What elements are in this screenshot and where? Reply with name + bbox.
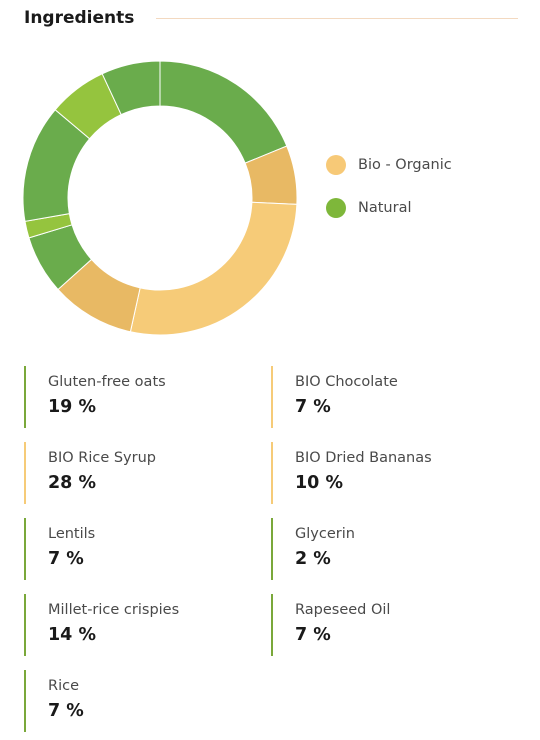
ingredient-name: BIO Chocolate: [295, 374, 398, 390]
legend-swatch-organic: [326, 155, 346, 175]
legend-label-natural: Natural: [358, 200, 412, 216]
ingredient-percent: 2 %: [295, 549, 331, 569]
section-header: Ingredients: [24, 5, 518, 31]
legend-label-organic: Bio - Organic: [358, 157, 452, 173]
ingredient-lentils: Lentils 7 %: [24, 518, 244, 580]
ingredient-percent: 7 %: [295, 397, 331, 417]
ingredient-name: Gluten-free oats: [48, 374, 166, 390]
ingredient-name: BIO Dried Bananas: [295, 450, 432, 466]
ingredient-millet-rice-crispies: Millet-rice crispies 14 %: [24, 594, 244, 656]
ingredient-name: Rapeseed Oil: [295, 602, 391, 618]
donut-slice-bio-rice-syrup[interactable]: [129, 201, 298, 336]
ingredient-percent: 28 %: [48, 473, 96, 493]
ingredient-rapeseed-oil: Rapeseed Oil 7 %: [271, 594, 491, 656]
ingredient-percent: 19 %: [48, 397, 96, 417]
ingredient-gluten-free-oats: Gluten-free oats 19 %: [24, 366, 244, 428]
ingredient-rice: Rice 7 %: [24, 670, 244, 732]
ingredient-name: Rice: [48, 678, 79, 694]
ingredient-percent: 10 %: [295, 473, 343, 493]
ingredient-bio-dried-bananas: BIO Dried Bananas 10 %: [271, 442, 491, 504]
ingredient-name: Millet-rice crispies: [48, 602, 180, 618]
legend-item-natural[interactable]: Natural: [326, 196, 452, 220]
legend-item-organic[interactable]: Bio - Organic: [326, 153, 452, 177]
donut-slice-gluten-free-oats[interactable]: [159, 60, 288, 164]
section-title: Ingredients: [24, 8, 135, 28]
donut-slice-rice[interactable]: [101, 60, 161, 116]
chart-legend: Bio - Organic Natural: [326, 153, 452, 239]
ingredient-glycerin: Glycerin 2 %: [271, 518, 491, 580]
ingredient-name: Glycerin: [295, 526, 355, 542]
ingredient-name: BIO Rice Syrup: [48, 450, 156, 466]
header-divider: [156, 17, 518, 19]
donut-chart: [22, 60, 298, 336]
ingredient-bio-rice-syrup: BIO Rice Syrup 28 %: [24, 442, 244, 504]
ingredient-percent: 7 %: [48, 701, 84, 721]
ingredient-percent: 7 %: [295, 625, 331, 645]
ingredient-name: Lentils: [48, 526, 96, 542]
ingredient-bio-chocolate: BIO Chocolate 7 %: [271, 366, 491, 428]
ingredient-percent: 14 %: [48, 625, 96, 645]
legend-swatch-natural: [326, 198, 346, 218]
ingredient-percent: 7 %: [48, 549, 84, 569]
